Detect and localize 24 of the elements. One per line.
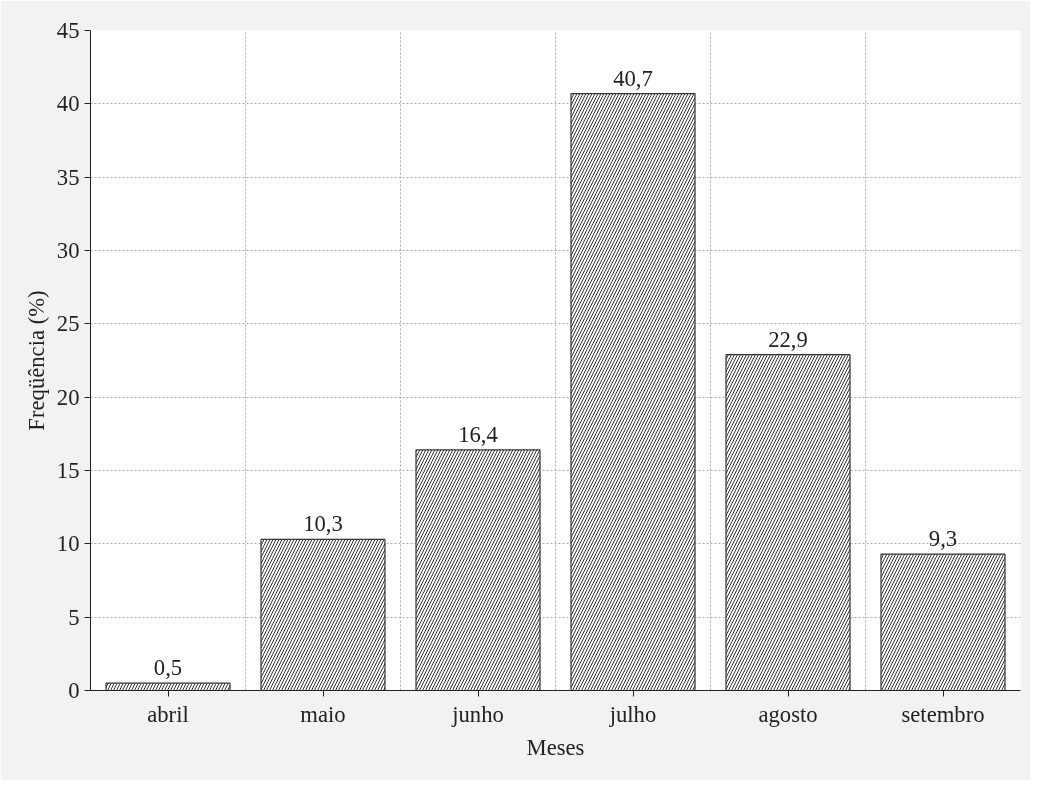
y-tick-label: 35: [56, 164, 80, 190]
x-tick-label: abril: [147, 701, 189, 727]
x-tick-label: maio: [300, 701, 346, 727]
y-tick-label: 0: [68, 678, 80, 703]
data-label: 22,9: [768, 326, 808, 352]
x-tick-label: agosto: [758, 701, 818, 727]
x-tick-label: julho: [608, 701, 657, 727]
x-tick-label: junho: [451, 701, 504, 727]
y-axis-title: Freqüência (%): [23, 290, 49, 431]
y-tick-label: 25: [56, 311, 80, 337]
y-tick-label: 15: [56, 458, 80, 483]
data-label: 40,7: [613, 65, 653, 91]
data-label: 10,3: [303, 511, 343, 537]
y-tick-label: 10: [56, 531, 80, 557]
y-tick-label: 5: [68, 604, 80, 630]
data-label: 16,4: [458, 421, 498, 447]
x-axis-title: Meses: [526, 734, 585, 760]
y-tick-label: 40: [56, 91, 80, 117]
y-tick-label: 20: [56, 384, 80, 410]
data-label: 0,5: [153, 655, 183, 681]
y-tick-label: 30: [56, 238, 80, 263]
data-label: 9,3: [928, 526, 958, 552]
y-tick-label: 45: [56, 18, 80, 43]
x-tick-label: setembro: [901, 701, 985, 727]
